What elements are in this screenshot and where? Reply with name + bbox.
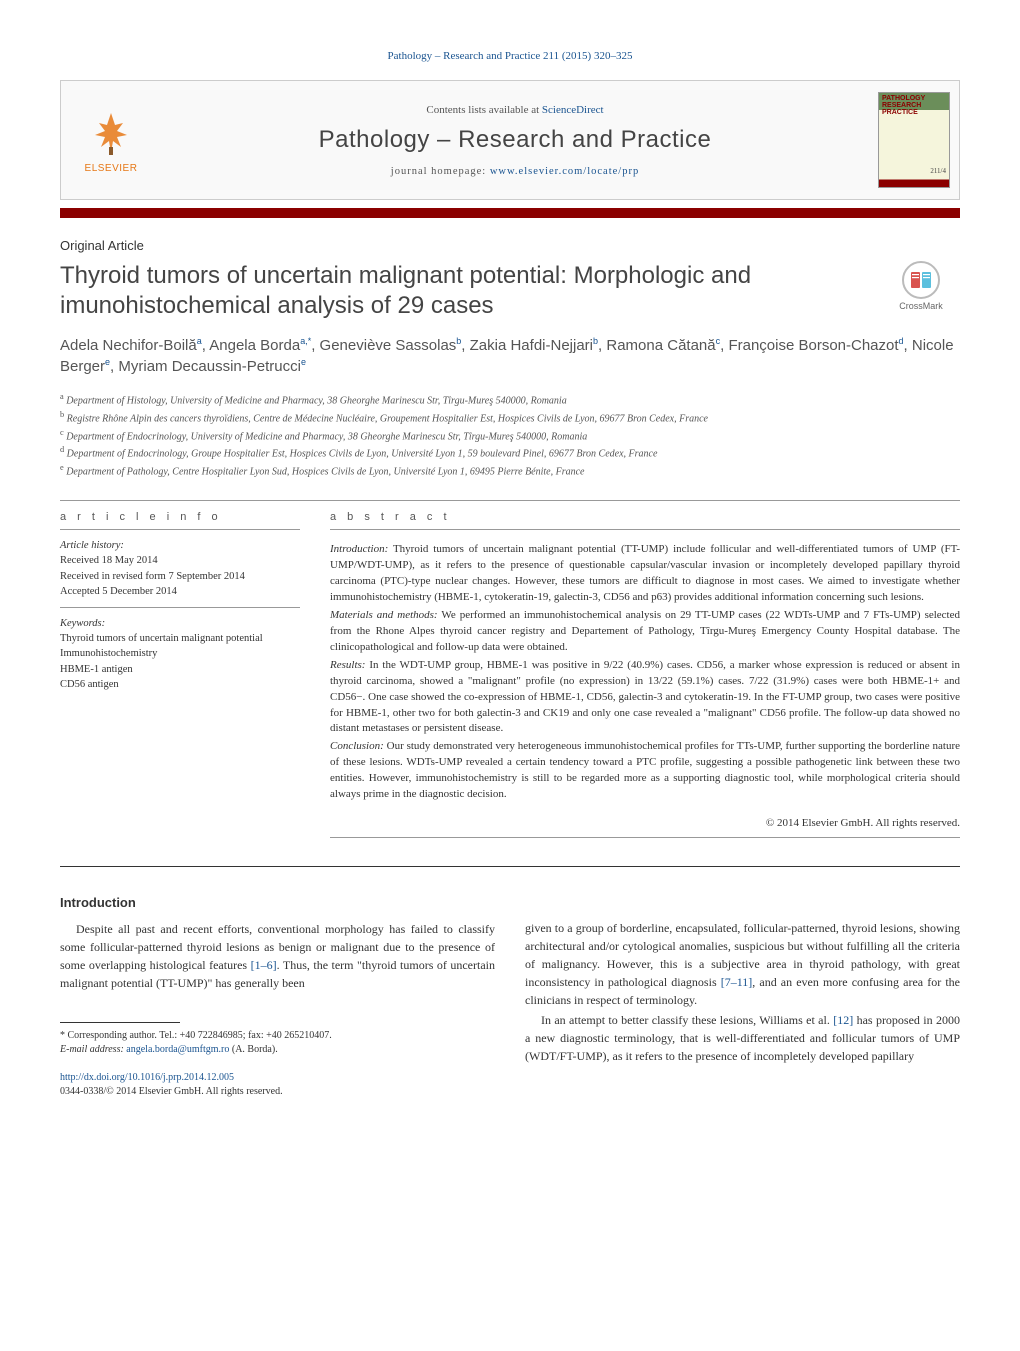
contents-prefix: Contents lists available at bbox=[426, 104, 541, 116]
ref-link-1-6[interactable]: [1–6] bbox=[251, 958, 277, 972]
divider-thick bbox=[60, 866, 960, 867]
crossmark-label: CrossMark bbox=[899, 301, 943, 311]
affiliation-item: e Department of Pathology, Centre Hospit… bbox=[60, 462, 960, 480]
journal-homepage-link[interactable]: www.elsevier.com/locate/prp bbox=[490, 166, 639, 177]
publication-banner: ELSEVIER Contents lists available at Sci… bbox=[60, 80, 960, 200]
affiliation-item: b Registre Rhône Alpin des cancers thyro… bbox=[60, 409, 960, 427]
doi-link[interactable]: http://dx.doi.org/10.1016/j.prp.2014.12.… bbox=[60, 1072, 234, 1083]
history-revised: Received in revised form 7 September 201… bbox=[60, 569, 300, 584]
ref-link-12[interactable]: [12] bbox=[833, 1013, 853, 1027]
doi-block: http://dx.doi.org/10.1016/j.prp.2014.12.… bbox=[60, 1071, 495, 1099]
contents-available-line: Contents lists available at ScienceDirec… bbox=[426, 104, 603, 116]
abstract-conclusion-text: Our study demonstrated very heterogeneou… bbox=[330, 740, 960, 800]
cover-title-1: PATHOLOGY bbox=[882, 95, 925, 102]
keywords-block: Keywords: Thyroid tumors of uncertain ma… bbox=[60, 607, 300, 692]
abstract-results-label: Results: bbox=[330, 659, 365, 671]
divider bbox=[330, 837, 960, 838]
banner-center: Contents lists available at ScienceDirec… bbox=[161, 81, 869, 199]
abstract-intro-label: Introduction: bbox=[330, 543, 388, 555]
keywords-heading: Keywords: bbox=[60, 616, 300, 631]
history-heading: Article history: bbox=[60, 538, 300, 553]
intro-col2: given to a group of borderline, encapsul… bbox=[525, 919, 960, 1065]
sciencedirect-link[interactable]: ScienceDirect bbox=[542, 104, 604, 116]
footnote-separator bbox=[60, 1022, 180, 1023]
keyword-item: HBME-1 antigen bbox=[60, 662, 300, 677]
journal-title-banner: Pathology – Research and Practice bbox=[319, 126, 712, 154]
article-title: Thyroid tumors of uncertain malignant po… bbox=[60, 261, 866, 321]
elsevier-logo: ELSEVIER bbox=[61, 81, 161, 199]
introduction-heading: Introduction bbox=[60, 895, 495, 910]
abstract-copyright: © 2014 Elsevier GmbH. All rights reserve… bbox=[330, 813, 960, 837]
abstract-body: Introduction: Thyroid tumors of uncertai… bbox=[330, 530, 960, 813]
affiliation-item: a Department of Histology, University of… bbox=[60, 391, 960, 409]
keyword-item: Immunohistochemistry bbox=[60, 646, 300, 661]
homepage-prefix: journal homepage: bbox=[391, 166, 490, 177]
red-divider-bar bbox=[60, 208, 960, 218]
affiliation-item: c Department of Endocrinology, Universit… bbox=[60, 427, 960, 445]
elsevier-tree-icon bbox=[85, 107, 137, 159]
crossmark-icon bbox=[902, 261, 940, 299]
journal-homepage-line: journal homepage: www.elsevier.com/locat… bbox=[391, 166, 639, 177]
abstract-methods-label: Materials and methods: bbox=[330, 609, 438, 621]
article-info-label: a r t i c l e i n f o bbox=[60, 501, 300, 530]
article-history: Article history: Received 18 May 2014 Re… bbox=[60, 530, 300, 607]
article-type: Original Article bbox=[60, 238, 960, 253]
keyword-item: CD56 antigen bbox=[60, 677, 300, 692]
ref-link-7-11[interactable]: [7–11] bbox=[721, 975, 753, 989]
crossmark-badge[interactable]: CrossMark bbox=[882, 261, 960, 311]
abstract-conclusion-label: Conclusion: bbox=[330, 740, 384, 752]
email-label: E-mail address: bbox=[60, 1044, 126, 1055]
cover-volume: 211/4 bbox=[930, 167, 946, 175]
cover-title-2: RESEARCH bbox=[882, 102, 921, 109]
cover-title: PATHOLOGY RESEARCH PRACTICE bbox=[882, 95, 925, 116]
corresponding-email-link[interactable]: angela.borda@umftgm.ro bbox=[126, 1044, 229, 1055]
journal-cover-thumbnail: PATHOLOGY RESEARCH PRACTICE 211/4 bbox=[869, 81, 959, 199]
affiliations-list: a Department of Histology, University of… bbox=[60, 391, 960, 480]
running-head: Pathology – Research and Practice 211 (2… bbox=[60, 50, 960, 62]
abstract-intro-text: Thyroid tumors of uncertain malignant po… bbox=[330, 543, 960, 603]
intro-col2-p2-pre: In an attempt to better classify these l… bbox=[541, 1013, 833, 1027]
keyword-item: Thyroid tumors of uncertain malignant po… bbox=[60, 631, 300, 646]
authors-list: Adela Nechifor-Boilăa, Angela Bordaa,*, … bbox=[60, 335, 960, 377]
elsevier-logo-text: ELSEVIER bbox=[85, 163, 138, 174]
issn-copyright: 0344-0338/© 2014 Elsevier GmbH. All righ… bbox=[60, 1085, 495, 1099]
intro-col1: Despite all past and recent efforts, con… bbox=[60, 920, 495, 992]
email-who: (A. Borda). bbox=[229, 1044, 277, 1055]
cover-title-3: PRACTICE bbox=[882, 109, 918, 116]
abstract-label: a b s t r a c t bbox=[330, 501, 960, 530]
corresponding-author: * Corresponding author. Tel.: +40 722846… bbox=[60, 1029, 495, 1043]
history-received: Received 18 May 2014 bbox=[60, 553, 300, 568]
history-accepted: Accepted 5 December 2014 bbox=[60, 584, 300, 599]
affiliation-item: d Department of Endocrinology, Groupe Ho… bbox=[60, 444, 960, 462]
footnotes: * Corresponding author. Tel.: +40 722846… bbox=[60, 1029, 495, 1057]
abstract-results-text: In the WDT-UMP group, HBME-1 was positiv… bbox=[330, 659, 960, 735]
cover-image: PATHOLOGY RESEARCH PRACTICE 211/4 bbox=[878, 92, 950, 188]
